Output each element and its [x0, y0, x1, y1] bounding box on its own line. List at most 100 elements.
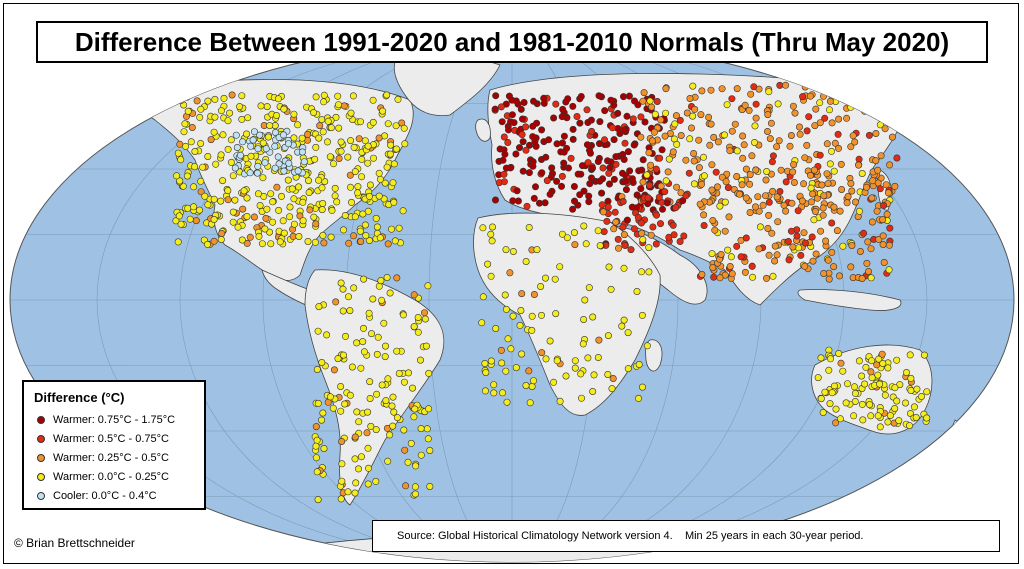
station-dot: [806, 171, 814, 179]
station-dot: [298, 134, 306, 142]
station-dot: [803, 141, 811, 149]
station-dot: [819, 211, 827, 219]
station-dot: [526, 399, 534, 407]
station-dot: [880, 202, 888, 210]
station-dot: [255, 232, 263, 240]
station-dot: [329, 404, 337, 412]
station-dot: [364, 159, 372, 167]
legend-label: Warmer: 0.75°C - 1.75°C: [53, 413, 176, 426]
station-dot: [604, 332, 612, 340]
station-dot: [717, 251, 725, 259]
station-dot: [652, 240, 660, 248]
station-dot: [346, 183, 354, 191]
station-dot: [552, 100, 560, 108]
station-dot: [673, 183, 681, 191]
station-dot: [184, 107, 192, 115]
station-dot: [751, 203, 759, 211]
station-dot: [487, 230, 495, 238]
station-dot: [340, 102, 348, 110]
station-dot: [819, 204, 827, 212]
station-dot: [347, 198, 355, 206]
station-dot: [312, 442, 320, 450]
station-dot: [733, 85, 741, 93]
station-dot: [620, 126, 628, 134]
station-dot: [327, 124, 335, 132]
station-dot: [375, 282, 383, 290]
station-dot: [211, 95, 219, 103]
station-dot: [356, 227, 364, 235]
station-dot: [828, 119, 836, 127]
station-dot: [389, 179, 397, 187]
station-dot: [599, 164, 607, 172]
legend-swatch: [37, 415, 45, 424]
station-dot: [867, 274, 875, 282]
station-dot: [290, 195, 298, 203]
station-dot: [367, 422, 375, 430]
station-dot: [665, 155, 673, 163]
station-dot: [250, 213, 258, 221]
station-dot: [759, 201, 767, 209]
station-dot: [364, 142, 372, 150]
station-dot: [655, 193, 663, 201]
station-dot: [589, 313, 597, 321]
station-dot: [630, 141, 638, 149]
station-dot: [741, 268, 749, 276]
station-dot: [877, 84, 885, 92]
station-dot: [246, 169, 254, 177]
station-dot: [614, 235, 622, 243]
station-dot: [569, 102, 577, 110]
station-dot: [330, 366, 338, 374]
station-dot: [578, 162, 586, 170]
station-dot: [776, 81, 784, 89]
station-dot: [482, 368, 490, 376]
station-dot: [519, 138, 527, 146]
station-dot: [637, 113, 645, 121]
station-dot: [364, 444, 372, 452]
station-dot: [886, 224, 894, 232]
station-dot: [354, 183, 362, 191]
station-dot: [923, 388, 931, 396]
station-dot: [502, 367, 510, 375]
station-dot: [392, 122, 400, 130]
station-dot: [894, 111, 902, 119]
station-dot: [557, 182, 565, 190]
station-dot: [600, 228, 608, 236]
station-dot: [742, 165, 750, 173]
station-dot: [709, 264, 717, 272]
station-dot: [682, 192, 690, 200]
station-dot: [267, 240, 275, 248]
station-dot: [304, 130, 312, 138]
station-dot: [373, 390, 381, 398]
station-dot: [895, 417, 903, 425]
station-dot: [844, 193, 852, 201]
station-dot: [510, 119, 518, 127]
station-dot: [564, 95, 572, 103]
legend-item-warmer-075-175: Warmer: 0.75°C - 1.75°C: [34, 410, 194, 429]
station-dot: [594, 227, 602, 235]
station-dot: [277, 192, 285, 200]
station-dot: [365, 192, 373, 200]
station-dot: [832, 419, 840, 427]
station-dot: [708, 161, 716, 169]
station-dot: [567, 154, 575, 162]
station-dot: [707, 86, 715, 94]
station-dot: [824, 256, 832, 264]
station-dot: [756, 223, 764, 231]
station-dot: [826, 355, 834, 363]
station-dot: [662, 177, 670, 185]
station-dot: [217, 151, 225, 159]
station-dot: [640, 89, 648, 97]
station-dot: [876, 185, 884, 193]
station-dot: [553, 357, 561, 365]
station-dot: [859, 416, 867, 424]
station-dot: [881, 125, 889, 133]
station-dot: [810, 166, 818, 174]
station-dot: [782, 81, 790, 89]
station-dot: [226, 109, 234, 117]
station-dot: [601, 107, 609, 115]
station-dot: [748, 152, 756, 160]
station-dot: [519, 167, 527, 175]
station-dot: [796, 130, 804, 138]
station-dot: [180, 128, 188, 136]
station-dot: [595, 140, 603, 148]
